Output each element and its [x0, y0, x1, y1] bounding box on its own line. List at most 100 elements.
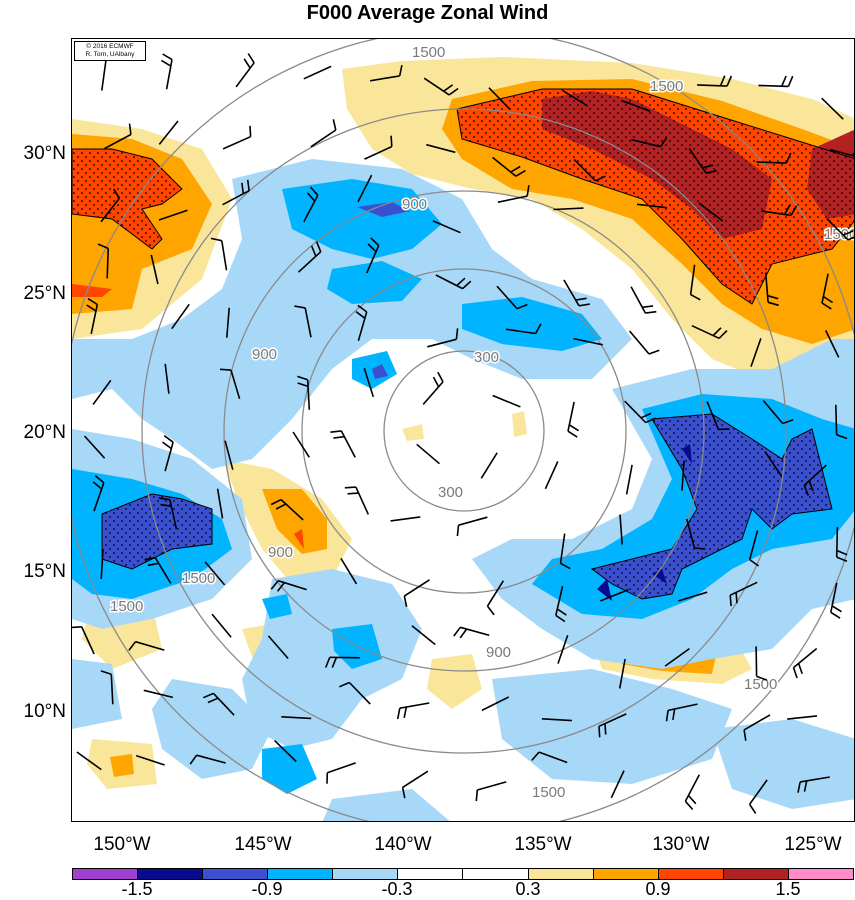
lat-label-20n: 20°N [23, 422, 66, 443]
wind-barb [344, 486, 370, 515]
lat-label-25n: 25°N [23, 283, 66, 304]
wind-barb [664, 647, 690, 667]
wind-barb [691, 324, 728, 340]
wind-barb [681, 460, 685, 491]
wind-barb [390, 516, 421, 522]
colorbar-label-4: 0.3 [515, 879, 541, 899]
wind-barb [226, 307, 230, 338]
wind-barb [222, 125, 252, 150]
wind-barb [135, 754, 165, 766]
wind-barb [684, 774, 701, 811]
wind-barb [297, 375, 311, 410]
wind-barb [505, 323, 542, 335]
wind-barb [821, 273, 834, 310]
wind-barb [743, 714, 771, 741]
wind-barb [496, 285, 528, 310]
wind-barb [281, 716, 312, 720]
wind-barb [797, 776, 830, 793]
wind-barb [631, 137, 668, 148]
range-ring-label: 300 [474, 349, 499, 366]
wind-barb [162, 435, 174, 472]
colorbar-swatch [788, 869, 853, 879]
wind-barb [128, 640, 165, 651]
wind-barb [357, 174, 373, 203]
wind-barb [689, 264, 701, 301]
wind-barb [762, 400, 794, 425]
map-panel: 300 300 900 900 900 900 1500 1500 1500 1500 1500 15… [71, 38, 855, 822]
wind-barb [158, 497, 178, 530]
range-ring-600 [301, 268, 627, 594]
wind-barb [423, 77, 459, 96]
wind-barb [83, 435, 106, 459]
wind-barb [491, 156, 526, 177]
colorbar-swatch [398, 869, 464, 879]
range-ring-label: 1500 [824, 226, 855, 243]
range-ring-label: 1500 [532, 784, 565, 801]
wind-barb [235, 53, 255, 88]
credit-box: © 2016 ECMWF R. Torn, UAlbany [74, 41, 146, 61]
wind-barb [497, 185, 530, 203]
wind-barb [401, 770, 429, 799]
range-ring-label: 900 [402, 196, 427, 213]
colorbar-swatch [333, 869, 399, 879]
lon-label-140w: 140°W [374, 834, 432, 855]
wind-barb [267, 635, 289, 660]
wind-barb [624, 400, 657, 424]
wind-barb [303, 186, 319, 223]
wind-barb [456, 516, 488, 537]
range-ring-1200 [141, 108, 787, 754]
wind-barb [143, 689, 174, 699]
map-title: F000 Average Zonal Wind [306, 2, 549, 24]
lat-label-10n: 10°N [23, 701, 66, 722]
wind-barbs [72, 53, 854, 814]
wind-barb [619, 514, 623, 545]
wind-barb [600, 589, 629, 602]
wind-barb [830, 582, 842, 619]
wind-barb [270, 579, 307, 592]
wind-barb [72, 626, 95, 655]
range-ring-300 [383, 350, 545, 512]
wind-barb [422, 371, 444, 405]
wind-barb [100, 549, 104, 580]
wind-barb [761, 204, 798, 217]
wind-barb [555, 586, 567, 623]
wind-barb [618, 658, 626, 689]
wind-barb [835, 527, 848, 563]
wind-barb [202, 692, 235, 716]
lon-label-145w: 145°W [234, 834, 292, 855]
wind-barb [211, 613, 232, 638]
wind-barb [224, 440, 234, 470]
colorbar-swatch [723, 869, 789, 879]
wind-barb [625, 464, 633, 495]
wind-barb [544, 461, 559, 490]
colorbar-swatch [593, 869, 659, 879]
wind-barb [92, 379, 112, 405]
range-ring-label: 1500 [182, 570, 215, 587]
colorbar-swatch [73, 869, 139, 879]
lat-label-15n: 15°N [23, 561, 66, 582]
wind-barb [324, 656, 360, 668]
wind-barb [150, 254, 159, 285]
wind-barb [610, 770, 625, 799]
wind-barb [697, 75, 733, 87]
wind-barb [369, 64, 403, 82]
wind-barb [100, 670, 114, 705]
wind-barb [475, 781, 507, 802]
colorbar-swatch [528, 869, 594, 879]
wind-barb [144, 556, 172, 584]
wind-barb [158, 120, 179, 145]
wind-barb [210, 237, 228, 271]
wind-barb [835, 404, 848, 440]
lon-label-135w: 135°W [514, 834, 572, 855]
wind-barb [274, 740, 297, 763]
wind-barb [598, 713, 627, 738]
wind-barb [531, 751, 568, 764]
lat-label-30n: 30°N [23, 143, 66, 164]
wind-barb [557, 634, 569, 664]
wind-barb [297, 241, 322, 273]
wind-barb [488, 87, 511, 110]
wind-barb [756, 152, 792, 164]
wind-barb [355, 304, 368, 342]
wind-barb [160, 53, 173, 90]
wind-barb [364, 135, 393, 160]
